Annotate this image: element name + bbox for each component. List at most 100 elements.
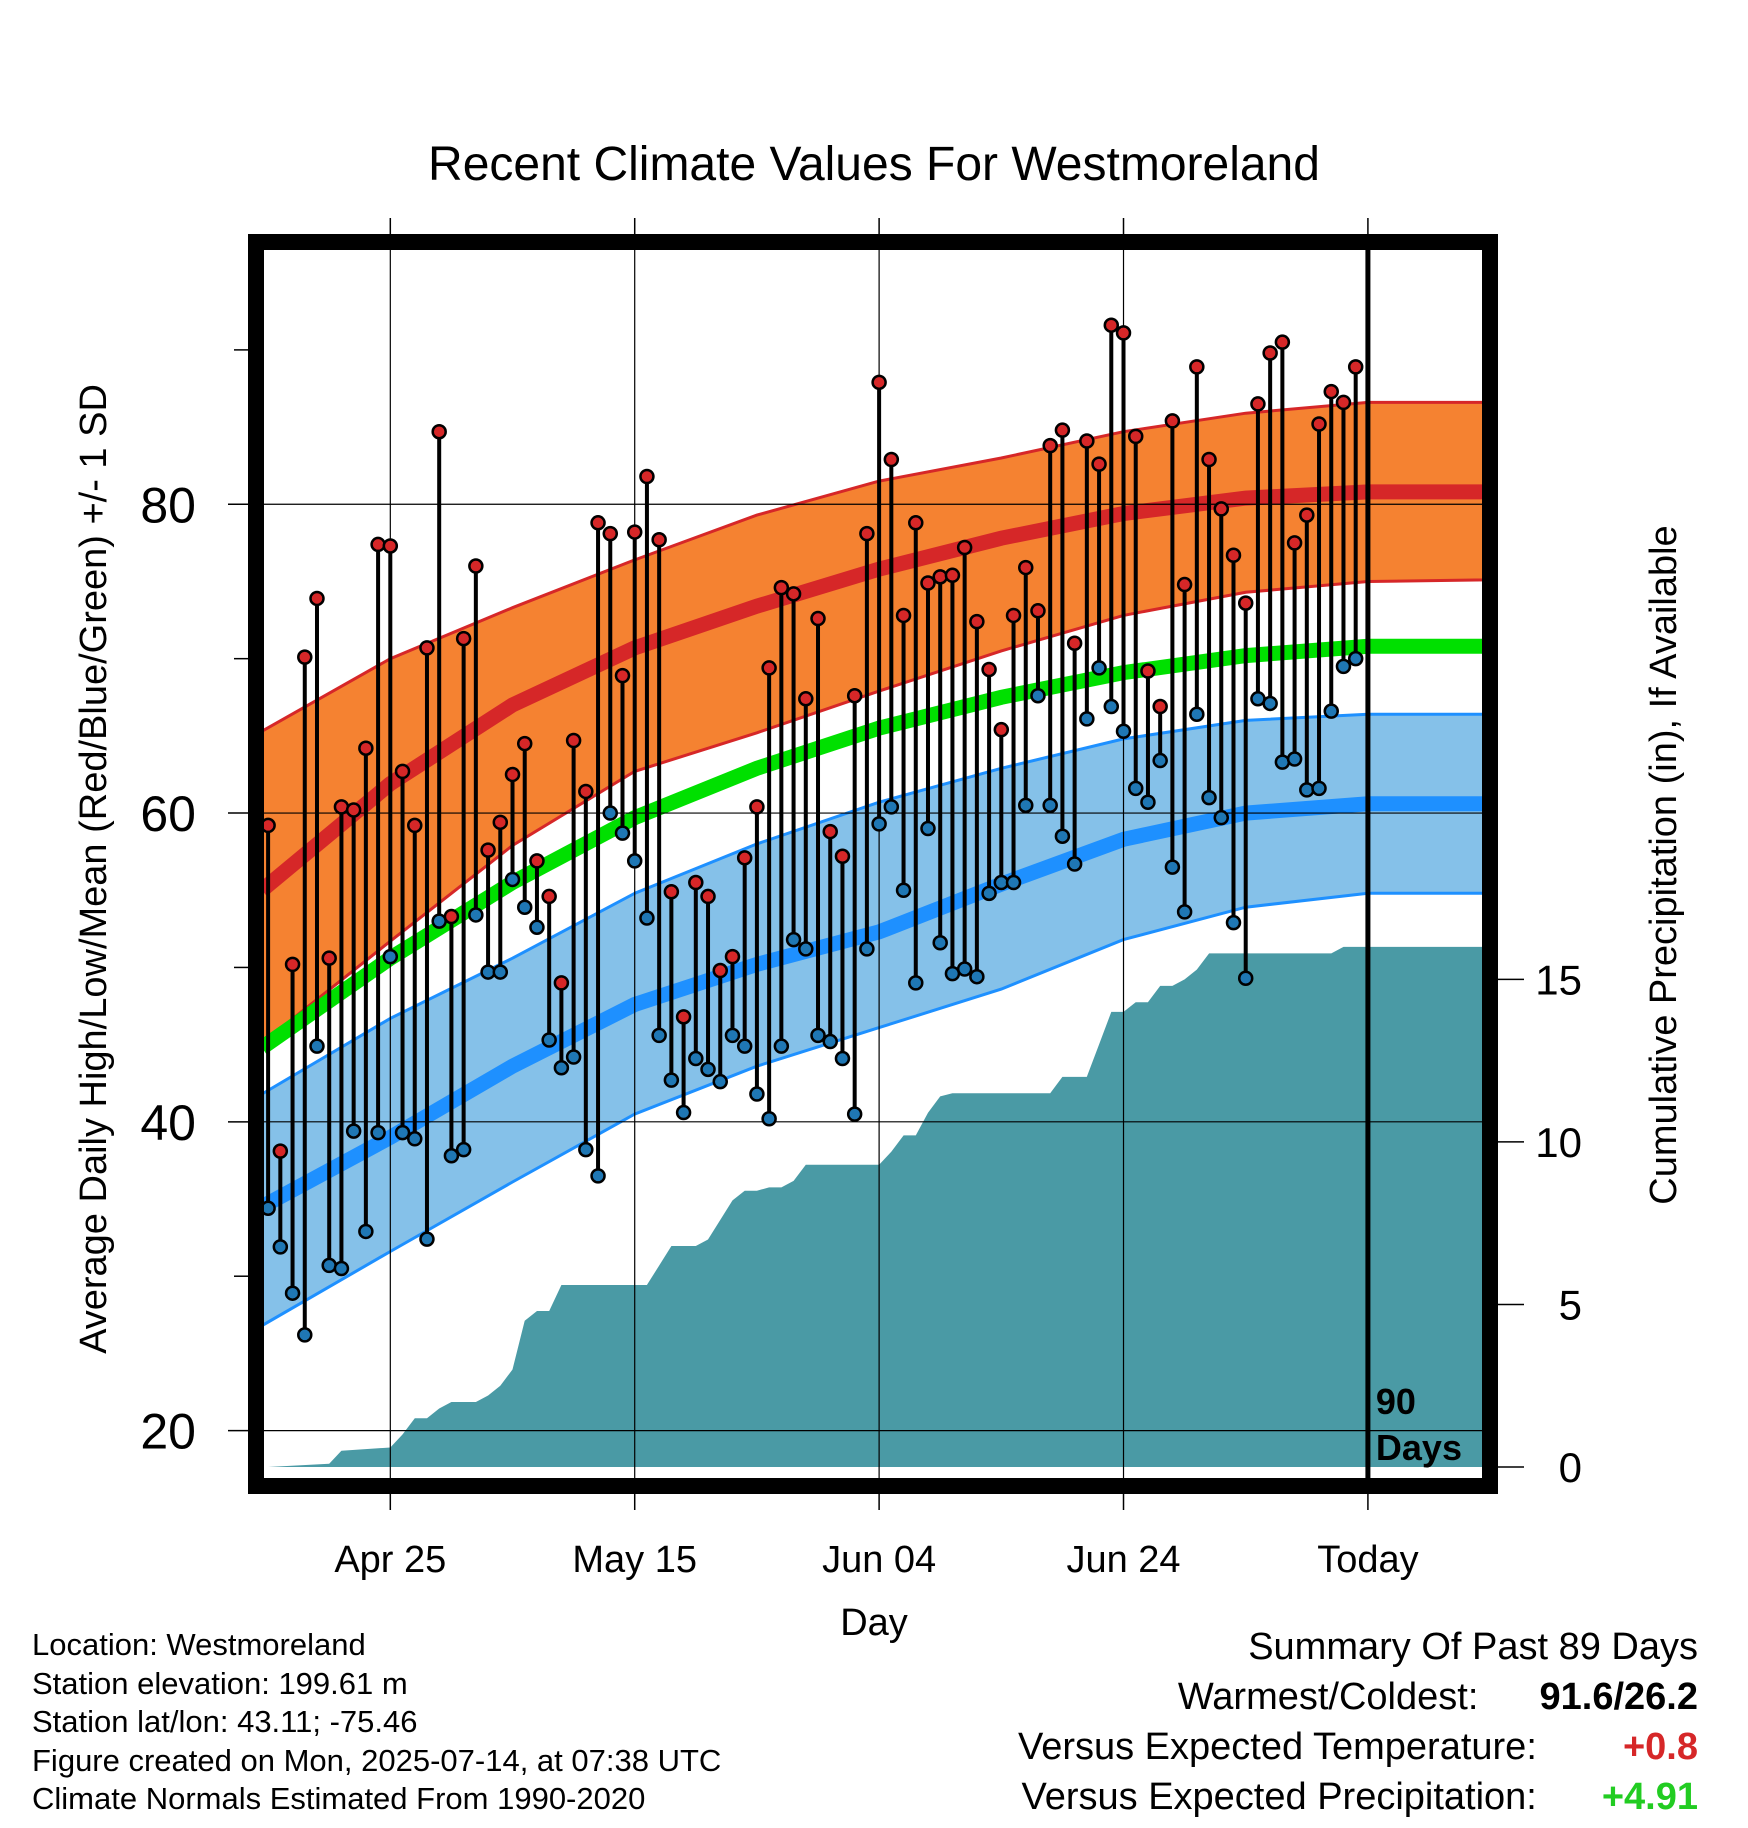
daily-high-point bbox=[883, 451, 900, 468]
daily-high-point bbox=[944, 567, 961, 584]
daily-high-point bbox=[1299, 507, 1315, 523]
temperature-value: +0.8 bbox=[1622, 1726, 1698, 1768]
daily-high-point bbox=[712, 962, 728, 979]
daily-low-point bbox=[1237, 970, 1254, 986]
daily-low-point bbox=[1335, 658, 1352, 675]
daily-high-point bbox=[1286, 535, 1303, 551]
location-text: Location: Westmoreland bbox=[32, 1627, 366, 1662]
daily-high-point bbox=[1018, 559, 1034, 576]
daily-high-point bbox=[1030, 603, 1046, 619]
daily-low-point bbox=[1091, 660, 1107, 676]
daily-low-point bbox=[895, 882, 912, 898]
daily-low-point bbox=[565, 1049, 582, 1065]
elevation-text: Station elevation: 199.61 m bbox=[32, 1665, 408, 1701]
daily-low-point bbox=[1127, 780, 1144, 797]
daily-low-point bbox=[871, 816, 887, 832]
daily-low-point bbox=[578, 1141, 594, 1158]
daily-high-point bbox=[993, 721, 1010, 738]
daily-high-point bbox=[969, 613, 985, 630]
daily-high-point bbox=[1189, 359, 1205, 375]
grid-lines bbox=[262, 248, 1484, 1480]
y-right-tick-label: 15 bbox=[1535, 956, 1582, 1003]
daily-low-point bbox=[1030, 687, 1046, 704]
temperature-row: Versus Expected Temperature: +0.8 bbox=[1018, 1722, 1698, 1772]
daily-high-point bbox=[639, 468, 655, 485]
station-info: Location: Westmoreland Station elevation… bbox=[32, 1626, 721, 1819]
daily-high-point bbox=[382, 538, 399, 554]
daily-low-point bbox=[1115, 723, 1132, 739]
chart-title: Recent Climate Values For Westmoreland bbox=[428, 138, 1320, 191]
x-tick-label: Jun 24 bbox=[1066, 1539, 1180, 1581]
latlon-text: Station lat/lon: 43.11; -75.46 bbox=[32, 1704, 418, 1740]
daily-high-point bbox=[1225, 547, 1242, 563]
x-tick-label: Apr 25 bbox=[334, 1539, 446, 1581]
daily-low-point bbox=[602, 805, 619, 821]
daily-high-point bbox=[700, 888, 716, 905]
daily-high-point bbox=[455, 630, 472, 647]
plot-border bbox=[248, 234, 1498, 1494]
daily-high-point bbox=[419, 640, 435, 656]
daily-low-point bbox=[345, 1123, 362, 1139]
daily-low-point bbox=[590, 1168, 606, 1184]
daily-low-point bbox=[761, 1110, 777, 1127]
daily-low-point bbox=[284, 1285, 301, 1301]
daily-low-point bbox=[846, 1106, 863, 1122]
daily-high-point bbox=[1066, 635, 1083, 651]
temperature-label: Versus Expected Temperature: bbox=[1017, 1726, 1537, 1768]
today-days-label: 90 bbox=[1376, 1381, 1416, 1422]
daily-low-point bbox=[1225, 914, 1242, 931]
daily-high-point bbox=[1335, 394, 1352, 411]
daily-high-point bbox=[578, 783, 594, 800]
y-right-tick-label: 0 bbox=[1559, 1444, 1582, 1491]
daily-high-point bbox=[516, 735, 533, 752]
daily-high-point bbox=[1323, 383, 1339, 400]
daily-high-point bbox=[614, 667, 631, 684]
daily-high-point bbox=[956, 539, 973, 556]
daily-low-point bbox=[724, 1027, 741, 1044]
daily-low-point bbox=[1347, 650, 1364, 667]
daily-high-point bbox=[333, 799, 350, 815]
warmest-coldest-row: Warmest/Coldest: 91.6/26.2 bbox=[1018, 1672, 1698, 1722]
daily-low-point bbox=[394, 1124, 411, 1141]
daily-high-point bbox=[297, 649, 313, 665]
x-tick-label: Jun 04 bbox=[822, 1539, 936, 1581]
daily-low-point bbox=[1286, 751, 1303, 767]
daily-high-point bbox=[590, 515, 606, 531]
daily-low-point bbox=[1164, 859, 1181, 875]
y-right-tick-label: 5 bbox=[1559, 1281, 1582, 1328]
daily-low-point bbox=[468, 907, 484, 923]
daily-low-point bbox=[382, 948, 399, 965]
daily-low-point bbox=[908, 975, 924, 991]
daily-low-point bbox=[798, 941, 814, 957]
daily-high-point bbox=[920, 575, 936, 591]
created-text: Figure created on Mon, 2025-07-14, at 07… bbox=[32, 1742, 722, 1778]
daily-high-point bbox=[1201, 451, 1217, 468]
daily-high-point bbox=[773, 579, 790, 596]
daily-high-point bbox=[1152, 698, 1168, 715]
daily-low-point bbox=[773, 1038, 790, 1054]
daily-low-point bbox=[516, 899, 533, 915]
precipitation-area-path bbox=[262, 946, 1484, 1467]
daily-low-point bbox=[1079, 711, 1095, 727]
daily-high-point bbox=[1250, 396, 1266, 412]
daily-low-point bbox=[407, 1131, 423, 1147]
summary-heading: Summary Of Past 89 Days bbox=[1248, 1626, 1698, 1668]
precipitation-row: Versus Expected Precipitation: +4.91 bbox=[1018, 1772, 1698, 1822]
daily-low-point bbox=[443, 1148, 460, 1164]
daily-high-point bbox=[785, 586, 802, 602]
daily-high-point bbox=[859, 525, 875, 542]
daily-high-point bbox=[1237, 595, 1254, 611]
daily-low-point bbox=[675, 1104, 692, 1121]
warmest-coldest-label: Warmest/Coldest: bbox=[1177, 1676, 1479, 1718]
daily-low-point bbox=[1274, 754, 1291, 770]
daily-high-point bbox=[541, 888, 557, 905]
daily-low-point bbox=[1018, 797, 1034, 814]
daily-high-point bbox=[492, 814, 509, 831]
daily-high-point bbox=[309, 590, 325, 607]
precipitation-value: +4.91 bbox=[1601, 1776, 1698, 1818]
daily-low-point bbox=[932, 934, 948, 951]
y-right-tick-label: 10 bbox=[1535, 1119, 1582, 1166]
daily-high-point bbox=[846, 687, 863, 704]
daily-low-point bbox=[1066, 856, 1083, 872]
daily-low-point bbox=[1152, 752, 1168, 769]
